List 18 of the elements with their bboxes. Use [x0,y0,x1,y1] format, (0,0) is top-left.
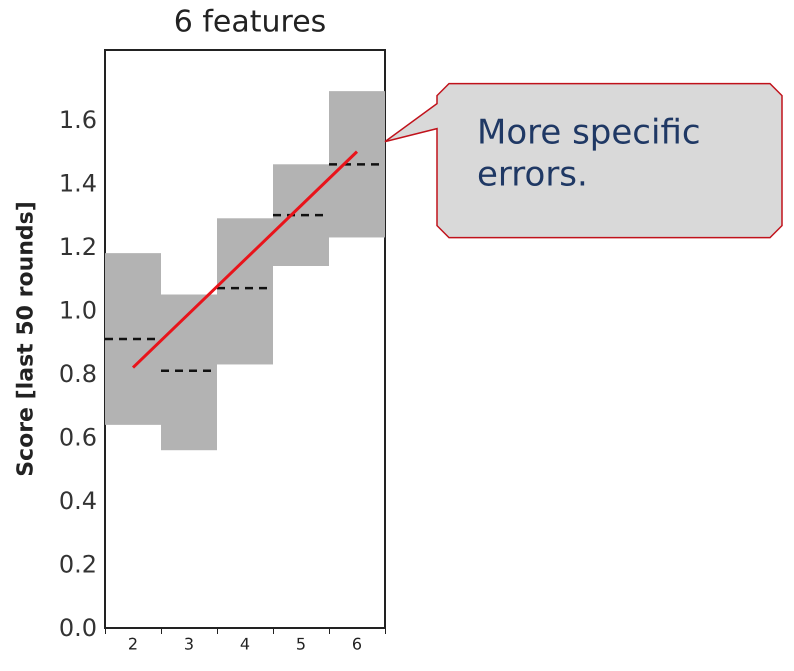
chart-title: 6 features [174,4,326,40]
y-tick-label: 1.0 [58,296,97,324]
x-tick-label: 3 [184,634,194,654]
y-tick-label: 1.6 [58,106,97,134]
y-tick-label: 1.2 [58,232,97,261]
y-tick-label: 1.4 [58,169,97,198]
x-tick-label: 2 [128,634,138,654]
y-tick-label: 0.2 [58,550,97,578]
x-tick-label: 5 [296,634,306,654]
x-tick-label: 6 [352,634,362,654]
y-axis-title: Score [last 50 rounds] [14,201,38,477]
y-tick-label: 0.8 [58,360,97,388]
line-series [132,150,358,370]
y-tick-label: 0.0 [58,614,97,642]
y-tick-label: 0.6 [58,423,97,452]
x-tick-label: 4 [240,634,250,654]
text: More specific errors. [477,112,712,195]
y-tick-label: 0.4 [58,486,97,515]
